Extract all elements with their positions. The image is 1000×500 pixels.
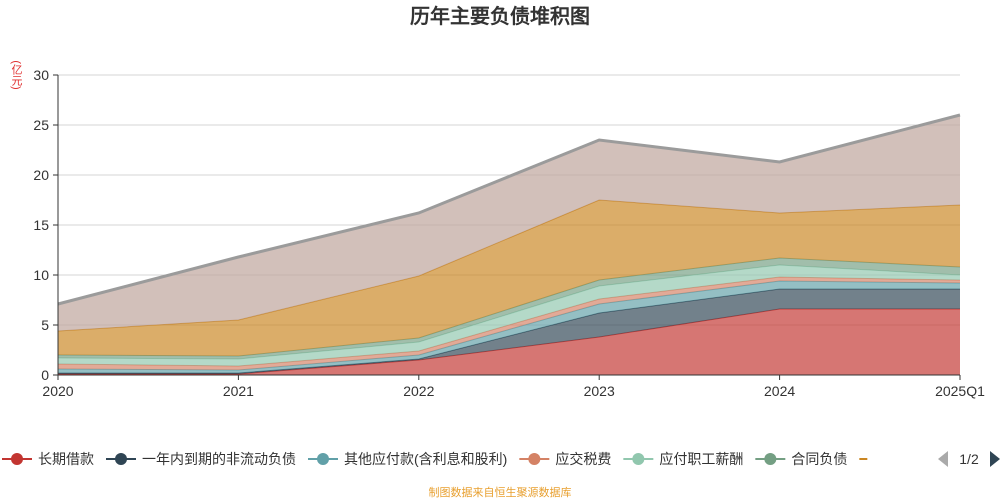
area-series-6 — [58, 200, 960, 356]
x-tick-label: 2023 — [584, 383, 615, 399]
axes: 0 5 10 15 20 25 30 2020 2021 2022 2023 2024 2025Q1 — [33, 67, 985, 399]
legend-dot-marker — [632, 453, 645, 465]
data-source-note: 制图数据来自恒生聚源数据库 — [429, 485, 572, 499]
legend-pager: 1/2 — [938, 451, 1000, 467]
legend-dot-marker — [528, 453, 541, 465]
x-tick-label: 2020 — [42, 383, 73, 399]
legend-page-indicator: 1/2 — [959, 451, 979, 467]
y-tick-label: 0 — [41, 367, 49, 383]
y-tick-label: 30 — [33, 67, 49, 83]
legend-item-1[interactable]: 一年内到期的非流动负债 — [106, 451, 296, 467]
legend-label: 应付职工薪酬 — [659, 451, 743, 467]
legend-dot-marker — [317, 453, 329, 465]
x-tick-label: 2021 — [223, 383, 254, 399]
legend-label: 一年内到期的非流动负债 — [142, 451, 296, 467]
area-series-group — [57, 113, 961, 375]
legend-prev-icon[interactable] — [938, 451, 948, 467]
y-tick-label: 5 — [41, 317, 49, 333]
legend-item-4[interactable]: 应付职工薪酬 — [623, 451, 743, 467]
area-series-7 — [58, 115, 960, 331]
y-tick-label: 20 — [33, 167, 49, 183]
legend-item-3[interactable]: 应交税费 — [519, 451, 611, 467]
legend-label: 长期借款 — [38, 451, 94, 467]
area-series-0 — [58, 309, 960, 375]
y-tick-label: 10 — [33, 267, 49, 283]
x-tick-label: 2024 — [764, 383, 795, 399]
legend-next-icon[interactable] — [990, 451, 1000, 467]
legend-dot-marker — [764, 453, 777, 465]
legend-label: 其他应付款(含利息和股利) — [344, 451, 507, 467]
legend-dot-marker — [11, 453, 23, 465]
area-series-line-7 — [57, 113, 961, 306]
x-tick-label: 2025Q1 — [935, 383, 985, 399]
legend-item-5[interactable]: 合同负债 — [755, 451, 847, 467]
x-tick-label: 2022 — [403, 383, 434, 399]
legend-label: 合同负债 — [791, 451, 847, 467]
chart-title: 历年主要负债堆积图 — [410, 4, 590, 28]
legend-label: 应交税费 — [555, 451, 611, 467]
legend-item-0[interactable]: 长期借款 — [2, 451, 94, 467]
area-series-1 — [58, 289, 960, 374]
area-series-5 — [58, 258, 960, 359]
y-tick-label: 25 — [33, 117, 49, 133]
y-tick-label: 15 — [33, 217, 49, 233]
legend-item-2[interactable]: 其他应付款(含利息和股利) — [308, 451, 507, 467]
area-series-4 — [58, 265, 960, 366]
legend-dot-marker — [115, 453, 127, 465]
legend: 长期借款 一年内到期的非流动负债 其他应付款(含利息和股利) 应交税费 应付职工薪酬 合同… — [2, 451, 868, 467]
y-axis-unit: (亿元) — [10, 60, 23, 89]
